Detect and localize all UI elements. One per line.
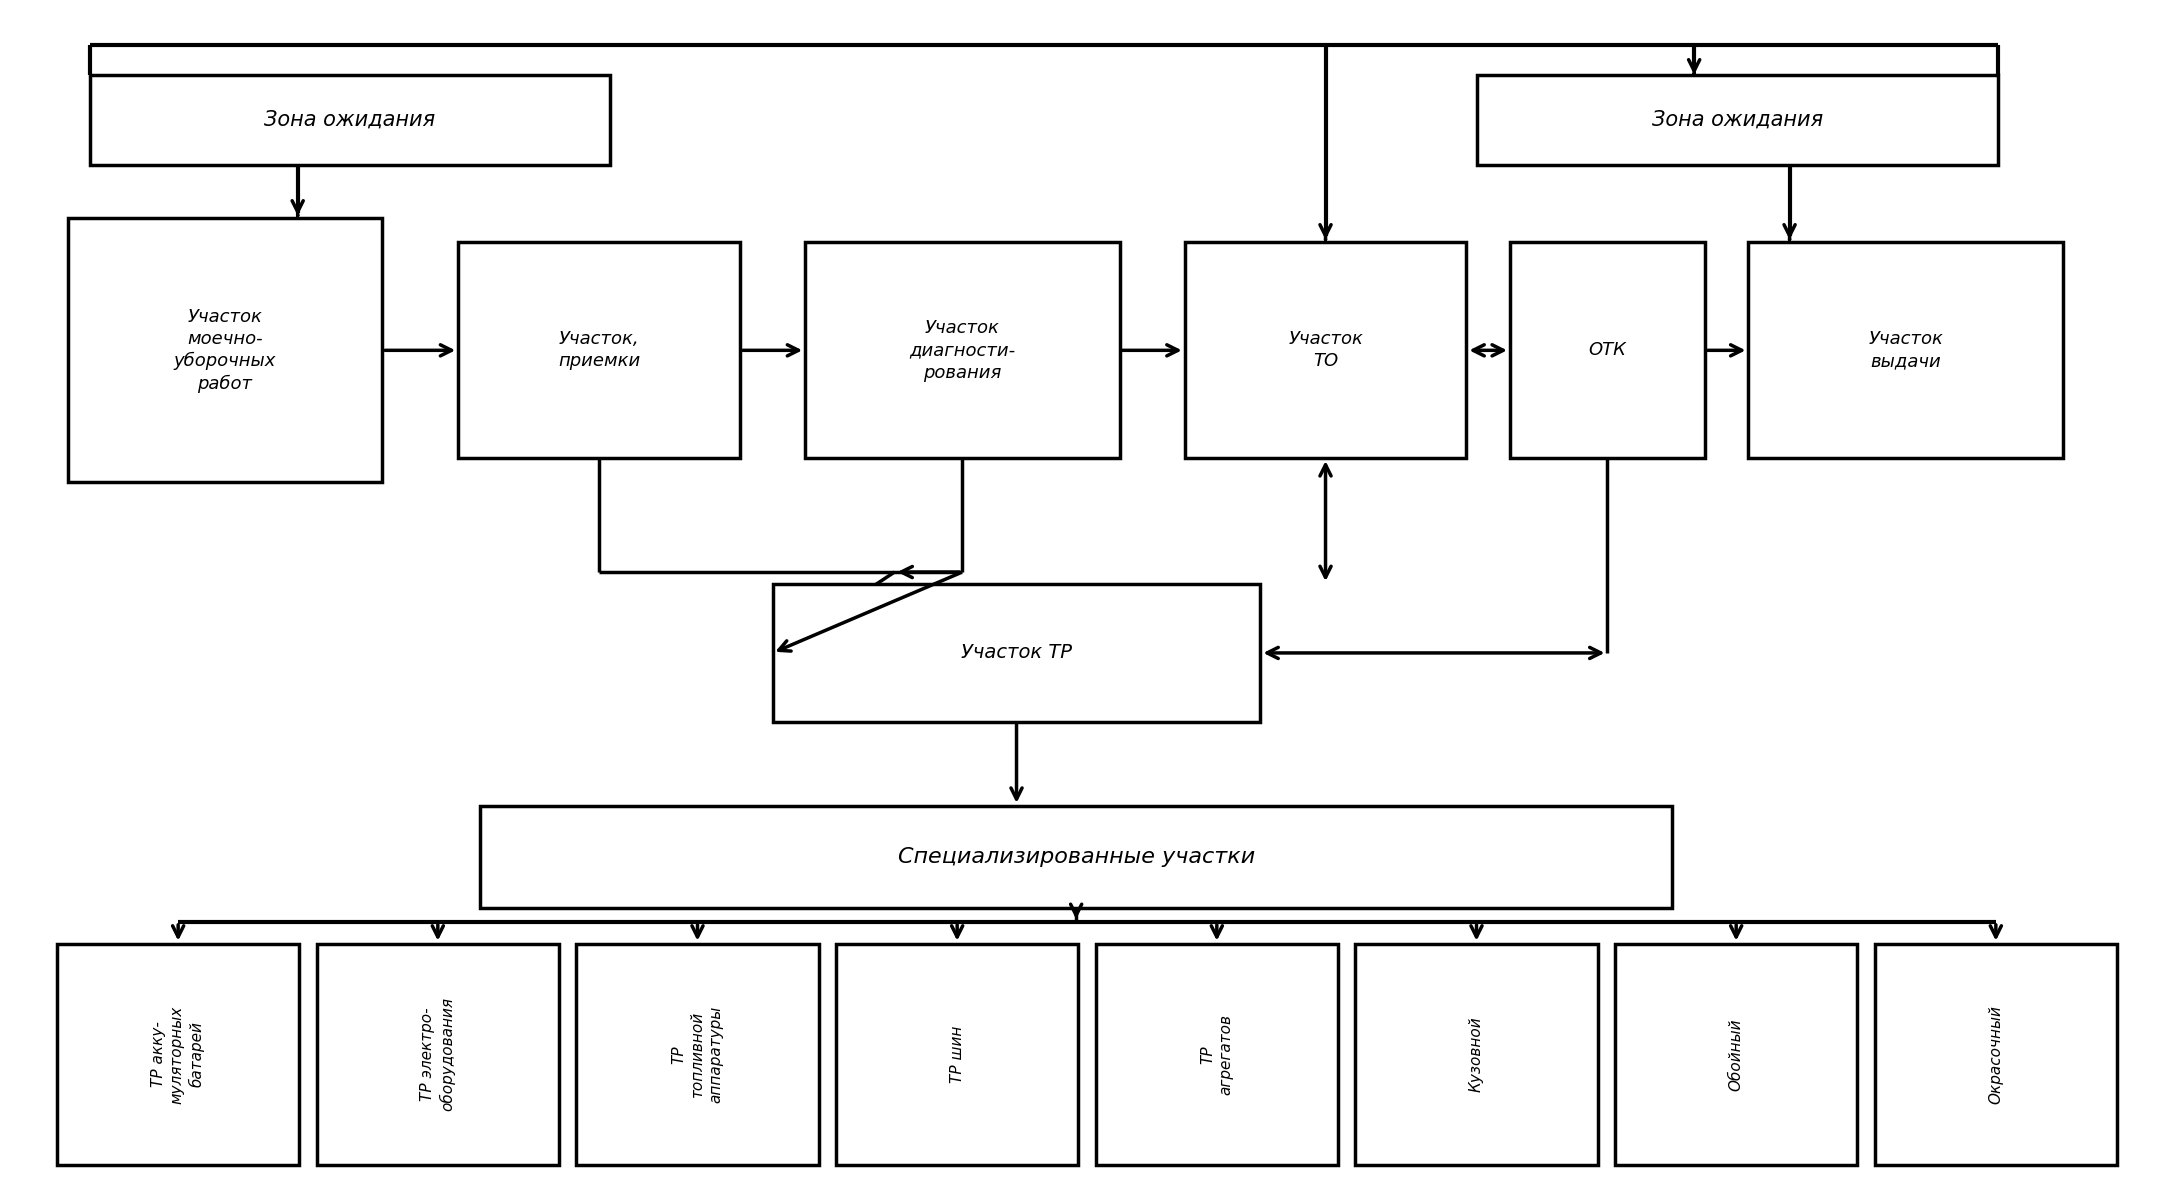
- Text: Окрасочный: Окрасочный: [1989, 1005, 2004, 1104]
- FancyBboxPatch shape: [804, 242, 1120, 459]
- FancyBboxPatch shape: [576, 944, 820, 1165]
- Text: Обойный: Обойный: [1728, 1019, 1744, 1091]
- FancyBboxPatch shape: [1185, 242, 1467, 459]
- FancyBboxPatch shape: [1511, 242, 1704, 459]
- FancyBboxPatch shape: [1748, 242, 2063, 459]
- FancyBboxPatch shape: [67, 218, 383, 482]
- FancyBboxPatch shape: [1354, 944, 1598, 1165]
- Text: ТР акку-
муляторных
батарей: ТР акку- муляторных батарей: [152, 1005, 204, 1104]
- Text: Специализированные участки: Специализированные участки: [898, 846, 1254, 867]
- Text: Зона ожидания: Зона ожидания: [265, 110, 435, 130]
- FancyBboxPatch shape: [1874, 944, 2117, 1165]
- Text: Кузовной: Кузовной: [1470, 1016, 1485, 1092]
- FancyBboxPatch shape: [57, 944, 300, 1165]
- FancyBboxPatch shape: [317, 944, 559, 1165]
- FancyBboxPatch shape: [1478, 75, 1998, 165]
- Text: ОТК: ОТК: [1589, 341, 1626, 359]
- Text: ТР
топливной
аппаратуры: ТР топливной аппаратуры: [672, 1005, 724, 1103]
- Text: Участок
ТО: Участок ТО: [1287, 330, 1363, 371]
- FancyBboxPatch shape: [89, 75, 611, 165]
- Text: Участок
диагности-
рования: Участок диагности- рования: [909, 319, 1015, 382]
- Text: ТР
агрегатов: ТР агрегатов: [1200, 1014, 1233, 1094]
- Text: Участок
выдачи: Участок выдачи: [1867, 330, 1944, 371]
- Text: Зона ожидания: Зона ожидания: [1652, 110, 1824, 130]
- Text: Участок ТР: Участок ТР: [961, 643, 1072, 662]
- Text: ТР шин: ТР шин: [950, 1026, 965, 1084]
- Text: Участок,
приемки: Участок, приемки: [559, 330, 639, 371]
- FancyBboxPatch shape: [772, 584, 1261, 722]
- Text: ТР электро-
оборудования: ТР электро- оборудования: [420, 997, 454, 1111]
- FancyBboxPatch shape: [480, 805, 1672, 908]
- FancyBboxPatch shape: [1096, 944, 1337, 1165]
- Text: Участок
моечно-
уборочных
работ: Участок моечно- уборочных работ: [174, 308, 276, 393]
- FancyBboxPatch shape: [459, 242, 739, 459]
- FancyBboxPatch shape: [1615, 944, 1857, 1165]
- FancyBboxPatch shape: [837, 944, 1078, 1165]
